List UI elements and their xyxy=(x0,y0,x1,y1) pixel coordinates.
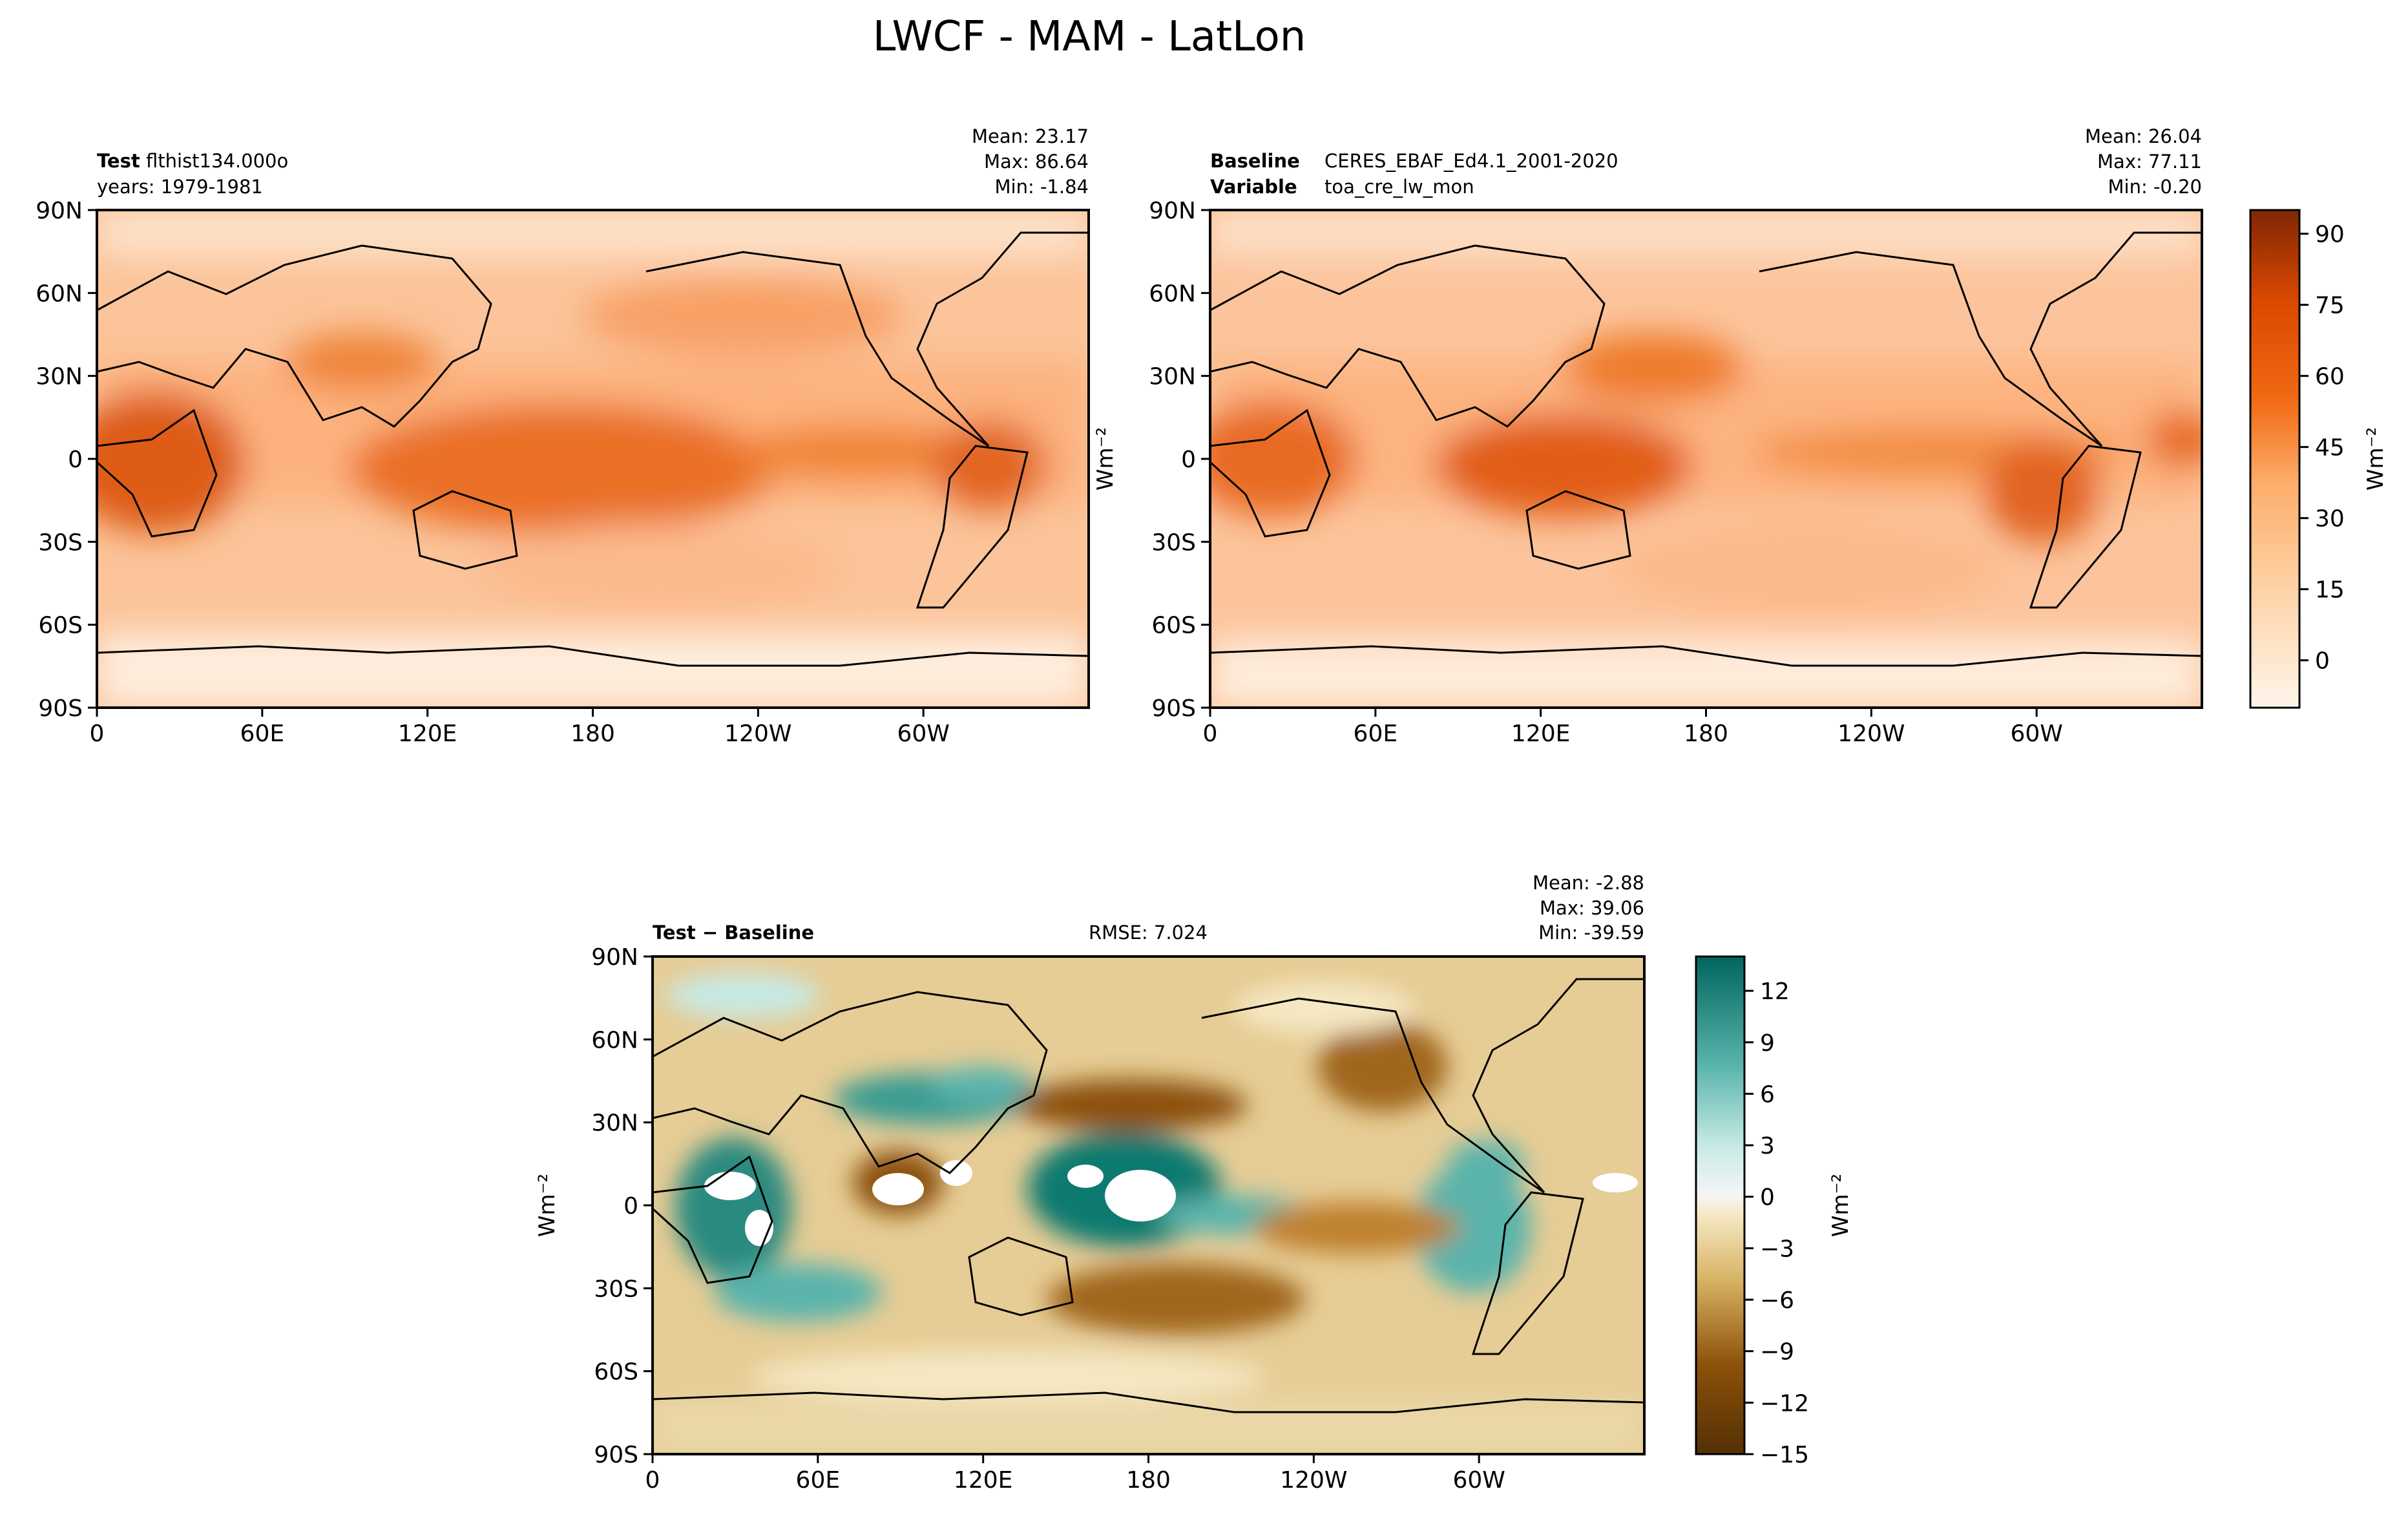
x-tick-label: 120E xyxy=(954,1467,1012,1494)
y-tick-label: 90N xyxy=(36,198,83,224)
difference-stat-max: Max: 39.06 xyxy=(1540,897,1644,919)
colorbar-brbg xyxy=(1695,955,1746,1455)
difference-ylabel: Wm⁻² xyxy=(534,1174,560,1237)
colorbar-tick-label: 12 xyxy=(1760,978,1790,1005)
y-tick-label: 60N xyxy=(1149,280,1196,307)
y-tick-label: 60S xyxy=(594,1359,638,1386)
colorbar-oranges xyxy=(2249,209,2301,709)
y-tick-label: 90N xyxy=(591,944,638,971)
colorbar-tick-label: −12 xyxy=(1760,1390,1809,1417)
colorbar-tick-label: 0 xyxy=(1760,1185,1775,1211)
y-tick-label: 90N xyxy=(1149,198,1196,224)
y-tick-label: 90S xyxy=(594,1442,638,1468)
x-tick-label: 60W xyxy=(897,721,949,747)
x-tick-label: 180 xyxy=(1684,721,1728,747)
colorbar-tick-label: 0 xyxy=(2315,648,2330,675)
x-tick-label: 0 xyxy=(1203,721,1218,747)
colorbar-tick-label: 9 xyxy=(1760,1030,1775,1057)
y-tick-label: 60S xyxy=(38,613,83,639)
panel-difference: 0 60E 120E 180 120W 60W 90N 60N 30N 0 30S 60S 90S Wm… xyxy=(534,872,1854,1494)
x-tick-label: 0 xyxy=(90,721,105,747)
baseline-label2-bold: Variable xyxy=(1210,176,1297,198)
baseline-stat-mean: Mean: 26.04 xyxy=(2085,125,2202,147)
difference-coastlines xyxy=(653,978,1644,1413)
x-tick-label: 60W xyxy=(2010,721,2062,747)
y-tick-label: 0 xyxy=(1181,447,1196,473)
baseline-label2-text: toa_cre_lw_mon xyxy=(1324,176,1474,198)
test-label-bold: Test xyxy=(97,150,140,172)
colorbar-tick-label: 60 xyxy=(2315,364,2345,390)
baseline-label-bold: Baseline xyxy=(1210,150,1300,172)
y-tick-label: 30N xyxy=(1149,364,1196,390)
test-coastlines xyxy=(97,231,1089,667)
figure-title: LWCF - MAM - LatLon xyxy=(873,13,1306,61)
colorbar-tick-label: 15 xyxy=(2315,577,2345,604)
difference-missing xyxy=(704,1160,1638,1246)
x-tick-label: 120W xyxy=(1837,721,1905,747)
y-tick-label: 60N xyxy=(36,280,83,307)
y-tick-label: 0 xyxy=(68,447,83,473)
y-tick-label: 30S xyxy=(38,529,83,556)
y-tick-label: 30N xyxy=(36,364,83,390)
baseline-axes: 0 60E 120E 180 120W 60W 90N 60N 30N 0 30S 60S 90S xyxy=(1149,198,2063,747)
panel-baseline: 0 60E 120E 180 120W 60W 90N 60N 30N 0 30S 60S 90S Wm… xyxy=(1093,125,2389,747)
difference-stat-min: Min: -39.59 xyxy=(1538,922,1644,944)
colorbar-tick-label: −15 xyxy=(1760,1442,1809,1468)
colorbar-tick-label: 45 xyxy=(2315,435,2345,461)
difference-stat-mean: Mean: -2.88 xyxy=(1533,872,1644,894)
baseline-stat-max: Max: 77.11 xyxy=(2097,151,2202,173)
test-stat-min: Min: -1.84 xyxy=(995,176,1089,198)
colorbar-tick-label: 30 xyxy=(2315,506,2345,533)
difference-label-bold: Test − Baseline xyxy=(653,922,814,944)
colorbar-tick-label: −9 xyxy=(1760,1339,1794,1366)
test-axes: 0 60E 120E 180 120W 60W 90N 60N 30N 0 30S 60S 90S xyxy=(36,198,950,747)
x-tick-label: 120E xyxy=(398,721,457,747)
colorbar-brbg-label: Wm⁻² xyxy=(1828,1174,1854,1237)
test-sublabel: years: 1979-1981 xyxy=(97,176,263,198)
test-field xyxy=(97,210,1089,708)
x-tick-label: 120W xyxy=(724,721,791,747)
y-tick-label: 0 xyxy=(623,1193,638,1220)
y-tick-label: 30N xyxy=(591,1110,638,1137)
test-stat-max: Max: 86.64 xyxy=(984,151,1089,173)
baseline-ylabel: Wm⁻² xyxy=(1093,427,1118,491)
colorbar-tick-label: 3 xyxy=(1760,1133,1775,1159)
x-tick-label: 120W xyxy=(1280,1467,1347,1494)
y-tick-label: 30S xyxy=(594,1276,638,1302)
y-tick-label: 90S xyxy=(1151,695,1196,722)
y-tick-label: 30S xyxy=(1151,529,1196,556)
colorbar-brbg-ticks: 12 9 6 3 0 −3 −6 −9 −12 −15 xyxy=(1744,978,1809,1468)
difference-field xyxy=(653,957,1644,1454)
colorbar-oranges-ticks: 90 75 60 45 30 15 0 xyxy=(2299,222,2345,675)
y-tick-label: 90S xyxy=(38,695,83,722)
difference-rmse: RMSE: 7.024 xyxy=(1089,922,1208,944)
x-tick-label: 60E xyxy=(796,1467,841,1494)
baseline-label-text: CERES_EBAF_Ed4.1_2001-2020 xyxy=(1324,150,1618,172)
colorbar-tick-label: −3 xyxy=(1760,1236,1794,1262)
y-tick-label: 60N xyxy=(591,1027,638,1053)
x-tick-label: 60W xyxy=(1452,1467,1505,1494)
x-tick-label: 180 xyxy=(571,721,615,747)
x-tick-label: 120E xyxy=(1511,721,1570,747)
colorbar-tick-label: 6 xyxy=(1760,1081,1775,1108)
x-tick-label: 60E xyxy=(240,721,285,747)
y-tick-label: 60S xyxy=(1151,613,1196,639)
baseline-field xyxy=(1210,210,2202,708)
test-stat-mean: Mean: 23.17 xyxy=(972,125,1089,147)
test-label-text: flthist134.000o xyxy=(146,150,288,172)
colorbar-tick-label: −6 xyxy=(1760,1287,1794,1314)
baseline-coastlines xyxy=(1210,231,2202,667)
colorbar-tick-label: 90 xyxy=(2315,222,2345,248)
x-tick-label: 60E xyxy=(1354,721,1398,747)
x-tick-label: 0 xyxy=(645,1467,660,1494)
colorbar-tick-label: 75 xyxy=(2315,293,2345,319)
x-tick-label: 180 xyxy=(1126,1467,1171,1494)
baseline-stat-min: Min: -0.20 xyxy=(2108,176,2202,198)
colorbar-oranges-label: Wm⁻² xyxy=(2363,427,2389,491)
panel-test: 0 60E 120E 180 120W 60W 90N 60N 30N 0 30S 60S 90S Te… xyxy=(36,125,1090,747)
difference-axes: 0 60E 120E 180 120W 60W 90N 60N 30N 0 30S 60S 90S xyxy=(591,944,1505,1494)
